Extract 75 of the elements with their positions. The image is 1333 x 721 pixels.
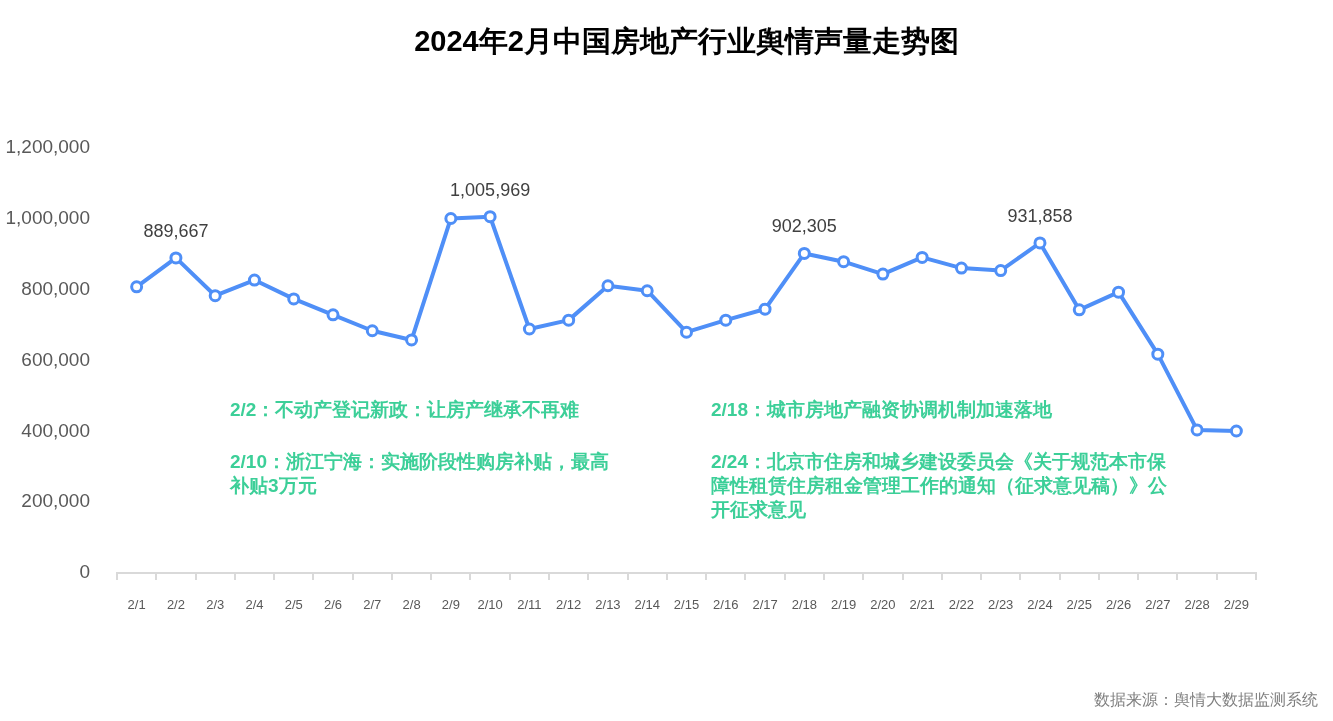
x-tick-label: 2/21 (909, 597, 935, 613)
x-tick-label: 2/22 (948, 597, 975, 613)
point (837, 255, 851, 269)
point (208, 289, 222, 303)
point (1072, 303, 1086, 317)
x-tick-label: 2/25 (1066, 597, 1092, 613)
point (444, 211, 458, 225)
point (601, 279, 615, 293)
annotation: 2/24：北京市住房和城乡建设委员会《关于规范本市保障性租赁住房租金管理工作的通知（征求意见稿）》公开征求意见 (711, 450, 1168, 522)
x-tick-label: 2/5 (284, 597, 303, 613)
point (130, 280, 144, 294)
y-tick-label: 800,000 (21, 277, 90, 299)
x-tick-label: 2/2 (166, 597, 185, 613)
y-tick-label: 400,000 (21, 419, 90, 441)
annotation: 2/18：城市房地产融资协调机制加速落地 (711, 398, 1053, 422)
x-tick-label: 2/13 (595, 597, 621, 613)
point (483, 210, 497, 224)
x-tick-label: 2/14 (634, 597, 660, 613)
x-tick-label: 2/24 (1027, 597, 1053, 613)
x-tick-label: 2/27 (1145, 597, 1171, 613)
x-tick-label: 2/15 (673, 597, 700, 613)
x-tick-label: 2/11 (517, 597, 542, 613)
x-tick-label: 2/9 (441, 597, 460, 613)
x-tick-label: 2/26 (1105, 597, 1132, 613)
point (326, 308, 340, 322)
x-tick-label: 2/18 (791, 597, 817, 613)
point (758, 302, 772, 316)
point (1112, 285, 1126, 299)
x-tick-label: 2/16 (713, 597, 739, 613)
y-tick-label: 1,000,000 (5, 207, 90, 229)
y-tick-label: 600,000 (21, 348, 90, 370)
point (640, 284, 654, 298)
x-tick-label: 2/1 (127, 597, 146, 613)
x-tick-label: 2/4 (245, 597, 264, 613)
x-tick-label: 2/3 (206, 597, 225, 613)
source-note: 数据来源：舆情大数据监测系统 (1094, 690, 1318, 710)
x-tick-label: 2/12 (556, 597, 582, 613)
x-tick-label: 2/20 (870, 597, 896, 613)
point (247, 273, 261, 287)
point (719, 313, 733, 327)
data-label: 931,858 (1007, 205, 1073, 226)
chart-title: 2024年2月中国房地产行业舆情声量走势图 (413, 24, 960, 59)
point (954, 261, 968, 275)
x-tick-label: 2/29 (1223, 597, 1250, 613)
x-tick-label: 2/19 (830, 597, 857, 613)
point (405, 333, 419, 347)
x-tick-label: 2/23 (988, 597, 1014, 613)
x-tick-label: 2/6 (323, 597, 343, 613)
point (287, 292, 301, 306)
x-tick-label: 2/28 (1184, 597, 1210, 613)
point (562, 313, 576, 327)
point (365, 324, 379, 338)
point (994, 264, 1008, 278)
y-tick-label: 200,000 (21, 490, 90, 512)
x-tick-label: 2/8 (402, 597, 421, 613)
point (876, 267, 890, 281)
annotation: 2/2：不动产登记新政：让房产继承不再难 (230, 398, 581, 422)
annotation: 2/10：浙江宁海：实施阶段性购房补贴，最高补贴3万元 (230, 450, 610, 498)
point (1033, 236, 1047, 250)
point (1190, 423, 1204, 437)
point (1151, 347, 1165, 361)
y-tick-label: 0 (79, 561, 90, 583)
y-tick-label: 1,200,000 (5, 136, 90, 158)
point (680, 325, 693, 339)
point (915, 250, 929, 264)
x-tick-label: 2/17 (752, 597, 778, 613)
x-tick-label: 2/7 (363, 597, 382, 613)
point (169, 251, 183, 265)
point (797, 246, 811, 260)
point (522, 322, 536, 336)
data-label: 889,667 (143, 220, 209, 241)
data-label: 1,005,969 (450, 179, 531, 200)
x-tick-label: 2/10 (477, 597, 503, 613)
point (1229, 424, 1243, 438)
data-label: 902,305 (771, 216, 837, 237)
